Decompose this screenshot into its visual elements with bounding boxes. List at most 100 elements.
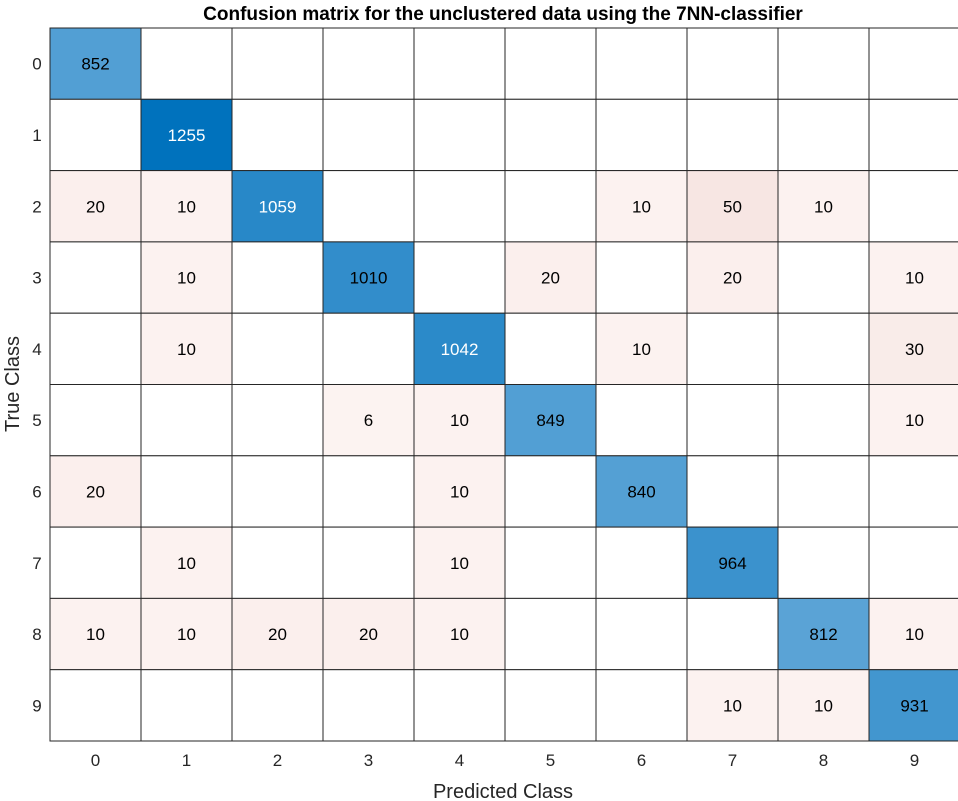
- matrix-cell-9-5: [504, 669, 597, 742]
- matrix-cell-6-9: [868, 455, 958, 528]
- matrix-cell-1-9: [868, 98, 958, 172]
- matrix-cell-3-3: [322, 241, 415, 314]
- matrix-cell-1-5: [504, 98, 597, 172]
- cell-value-label: 10: [177, 554, 196, 573]
- cell-value-label: 10: [450, 625, 469, 644]
- matrix-cell-9-2: [231, 669, 324, 742]
- matrix-cell-5-7: [686, 384, 779, 457]
- cell-value-label: 10: [905, 625, 924, 644]
- cell-value-label: 931: [900, 696, 928, 715]
- cell-value-label: 10: [450, 411, 469, 430]
- matrix-cell-3-7: [686, 241, 779, 314]
- matrix-cell-2-4: [413, 170, 506, 243]
- matrix-cell-0-0: [49, 27, 142, 100]
- x-tick-label: 5: [546, 751, 555, 770]
- cell-value-label: 10: [632, 340, 651, 359]
- matrix-cell-8-8: [777, 597, 870, 671]
- x-tick-label: 3: [364, 751, 373, 770]
- matrix-cell-7-7: [686, 526, 779, 599]
- x-tick-label: 4: [455, 751, 464, 770]
- matrix-cell-5-4: [413, 384, 506, 457]
- cell-value-label: 10: [905, 411, 924, 430]
- matrix-cell-8-4: [413, 597, 506, 671]
- matrix-cell-3-9: [868, 241, 958, 314]
- x-axis-label: Predicted Class: [433, 781, 573, 801]
- matrix-cell-6-7: [686, 455, 779, 528]
- matrix-cell-4-4: [413, 312, 506, 386]
- cell-value-label: 20: [86, 482, 105, 501]
- cell-value-label: 812: [809, 625, 837, 644]
- matrix-cell-3-8: [777, 241, 870, 314]
- x-tick-label: 0: [91, 751, 100, 770]
- cell-value-label: 10: [723, 696, 742, 715]
- matrix-cell-2-8: [777, 170, 870, 243]
- matrix-cell-4-0: [49, 312, 142, 386]
- matrix-cell-0-1: [140, 27, 233, 100]
- matrix-cell-7-2: [231, 526, 324, 599]
- matrix-cell-9-6: [595, 669, 688, 742]
- matrix-cells: 852 1255 20 10 1059 10 50 10 10 10 10 20 20 10 10 1042 1…: [49, 27, 958, 742]
- cell-value-label: 10: [450, 554, 469, 573]
- cell-value-label: 10: [177, 269, 196, 288]
- cell-value-label: 50: [723, 197, 742, 216]
- cell-value-label: 20: [86, 197, 105, 216]
- cell-value-label: 1059: [259, 197, 297, 216]
- matrix-cell-2-3: [322, 170, 415, 243]
- matrix-cell-5-8: [777, 384, 870, 457]
- matrix-cell-9-9: [868, 669, 958, 742]
- cell-value-label: 1042: [441, 340, 479, 359]
- matrix-cell-2-1: [140, 170, 233, 243]
- cell-value-label: 10: [632, 197, 651, 216]
- matrix-cell-2-6: [595, 170, 688, 243]
- matrix-cell-5-6: [595, 384, 688, 457]
- matrix-cell-9-1: [140, 669, 233, 742]
- cell-value-label: 964: [718, 554, 746, 573]
- matrix-cell-1-7: [686, 98, 779, 172]
- cell-value-label: 852: [81, 55, 109, 74]
- matrix-cell-5-3: [322, 384, 415, 457]
- chart-title: Confusion matrix for the unclustered dat…: [203, 4, 803, 25]
- matrix-cell-1-1: [140, 98, 233, 172]
- matrix-cell-4-5: [504, 312, 597, 386]
- cell-value-label: 30: [905, 340, 924, 359]
- matrix-cell-2-2: [231, 170, 324, 243]
- y-tick-label: 0: [32, 55, 41, 74]
- matrix-cell-0-7: [686, 27, 779, 100]
- matrix-cell-7-0: [49, 526, 142, 599]
- matrix-cell-3-2: [231, 241, 324, 314]
- matrix-cell-7-8: [777, 526, 870, 599]
- x-tick-label: 2: [273, 751, 282, 770]
- cell-value-label: 20: [541, 269, 560, 288]
- x-tick-label: 6: [637, 751, 646, 770]
- y-tick-label: 4: [32, 340, 41, 359]
- matrix-cell-3-0: [49, 241, 142, 314]
- matrix-cell-9-4: [413, 669, 506, 742]
- y-tick-label: 3: [32, 269, 41, 288]
- cell-value-label: 20: [359, 625, 378, 644]
- cell-value-label: 1255: [168, 126, 206, 145]
- matrix-cell-5-0: [49, 384, 142, 457]
- cell-value-label: 20: [268, 625, 287, 644]
- matrix-cell-5-1: [140, 384, 233, 457]
- cell-value-label: 10: [814, 696, 833, 715]
- matrix-cell-4-8: [777, 312, 870, 386]
- matrix-cell-7-1: [140, 526, 233, 599]
- matrix-cell-6-2: [231, 455, 324, 528]
- matrix-cell-0-6: [595, 27, 688, 100]
- matrix-cell-2-9: [868, 170, 958, 243]
- matrix-cell-8-5: [504, 597, 597, 671]
- x-tick-label: 1: [182, 751, 191, 770]
- matrix-cell-1-3: [322, 98, 415, 172]
- matrix-cell-0-5: [504, 27, 597, 100]
- matrix-cell-7-3: [322, 526, 415, 599]
- matrix-cell-9-8: [777, 669, 870, 742]
- matrix-cell-4-9: [868, 312, 958, 386]
- cell-value-label: 10: [905, 269, 924, 288]
- matrix-cell-0-9: [868, 27, 958, 100]
- matrix-cell-8-6: [595, 597, 688, 671]
- cell-value-label: 10: [86, 625, 105, 644]
- matrix-cell-7-6: [595, 526, 688, 599]
- matrix-cell-6-1: [140, 455, 233, 528]
- matrix-cell-7-5: [504, 526, 597, 599]
